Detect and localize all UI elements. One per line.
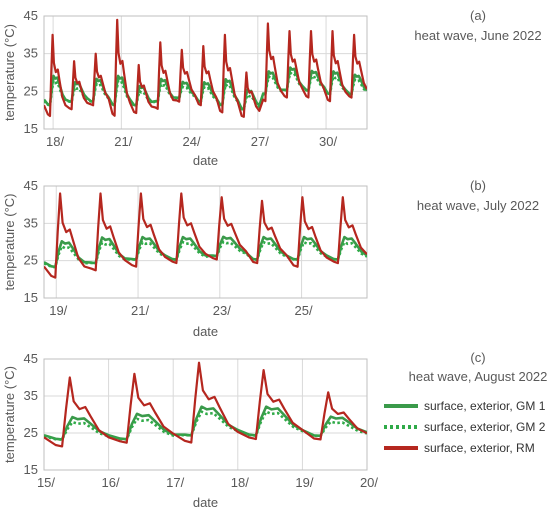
y-tick-label: 35 bbox=[24, 388, 38, 403]
y-tick-label: 25 bbox=[24, 425, 38, 440]
series-line-rm bbox=[44, 18, 367, 118]
plot-frame bbox=[43, 15, 368, 130]
legend-item: surface, exterior, GM 1 bbox=[384, 399, 546, 413]
y-tick-label: 45 bbox=[24, 351, 38, 366]
y-tick-label: 25 bbox=[24, 83, 38, 98]
panel-caption: heat wave, July 2022 bbox=[417, 198, 539, 213]
legend-item: surface, exterior, RM bbox=[384, 441, 535, 455]
y-tick-label: 25 bbox=[24, 253, 38, 268]
x-tick-label: 16/ bbox=[102, 475, 120, 490]
x-tick-label: 23/ bbox=[213, 303, 231, 318]
y-axis-label: temperature (°C) bbox=[2, 194, 17, 291]
chart-panel-2: 15 25 35 45 19/21/23/25/date temperature (°C)… bbox=[2, 178, 539, 339]
x-tick-label: 25/ bbox=[295, 303, 313, 318]
series-line-gm1 bbox=[44, 405, 367, 441]
y-tick-label: 35 bbox=[24, 46, 38, 61]
series-line-rm bbox=[44, 361, 367, 448]
y-axis-label: temperature (°C) bbox=[2, 366, 17, 463]
x-tick-label: 19/ bbox=[295, 475, 313, 490]
legend-label: surface, exterior, RM bbox=[424, 441, 535, 455]
x-axis-label: date bbox=[193, 324, 218, 339]
legend-label: surface, exterior, GM 1 bbox=[424, 399, 546, 413]
x-tick-label: 24/ bbox=[183, 134, 201, 149]
chart-legend: surface, exterior, GM 1 surface, exterior… bbox=[384, 399, 546, 455]
panel-letter: (b) bbox=[470, 178, 486, 193]
y-tick-label: 15 bbox=[24, 290, 38, 305]
series-line-gm2 bbox=[44, 410, 367, 441]
x-tick-label: 18/ bbox=[46, 134, 64, 149]
series-line-gm2 bbox=[44, 71, 367, 111]
series-line-rm bbox=[44, 192, 367, 279]
plot-frame bbox=[43, 358, 368, 471]
x-tick-label: 30/ bbox=[319, 134, 337, 149]
panel-letter: (a) bbox=[470, 8, 486, 23]
chart-panel-1: 15 25 35 45 18/21/24/27/30/date temperature (… bbox=[2, 8, 542, 168]
chart-panel-3: 15 25 35 45 15/16/17/18/19/20/date temperatur… bbox=[2, 350, 547, 510]
y-axis-label: temperature (°C) bbox=[2, 24, 17, 121]
panel-letter: (c) bbox=[470, 350, 485, 365]
x-tick-label: 21/ bbox=[131, 303, 149, 318]
x-tick-label: 17/ bbox=[166, 475, 184, 490]
y-tick-label: 35 bbox=[24, 215, 38, 230]
x-tick-label: 20/ bbox=[360, 475, 378, 490]
x-axis-label: date bbox=[193, 495, 218, 510]
y-tick-label: 15 bbox=[24, 121, 38, 136]
y-tick-label: 45 bbox=[24, 178, 38, 193]
x-tick-label: 18/ bbox=[231, 475, 249, 490]
x-axis-label: date bbox=[193, 153, 218, 168]
plot-frame bbox=[43, 185, 368, 299]
x-tick-label: 19/ bbox=[49, 303, 67, 318]
series-line-gm1 bbox=[44, 66, 367, 111]
legend-item: surface, exterior, GM 2 bbox=[384, 420, 546, 434]
x-tick-label: 21/ bbox=[114, 134, 132, 149]
legend-label: surface, exterior, GM 2 bbox=[424, 420, 546, 434]
y-tick-label: 15 bbox=[24, 462, 38, 477]
x-tick-label: 27/ bbox=[251, 134, 269, 149]
y-tick-label: 45 bbox=[24, 8, 38, 23]
series-line-gm2 bbox=[44, 240, 367, 269]
panel-caption: heat wave, August 2022 bbox=[409, 369, 548, 384]
x-tick-label: 15/ bbox=[37, 475, 55, 490]
panel-caption: heat wave, June 2022 bbox=[414, 28, 541, 43]
